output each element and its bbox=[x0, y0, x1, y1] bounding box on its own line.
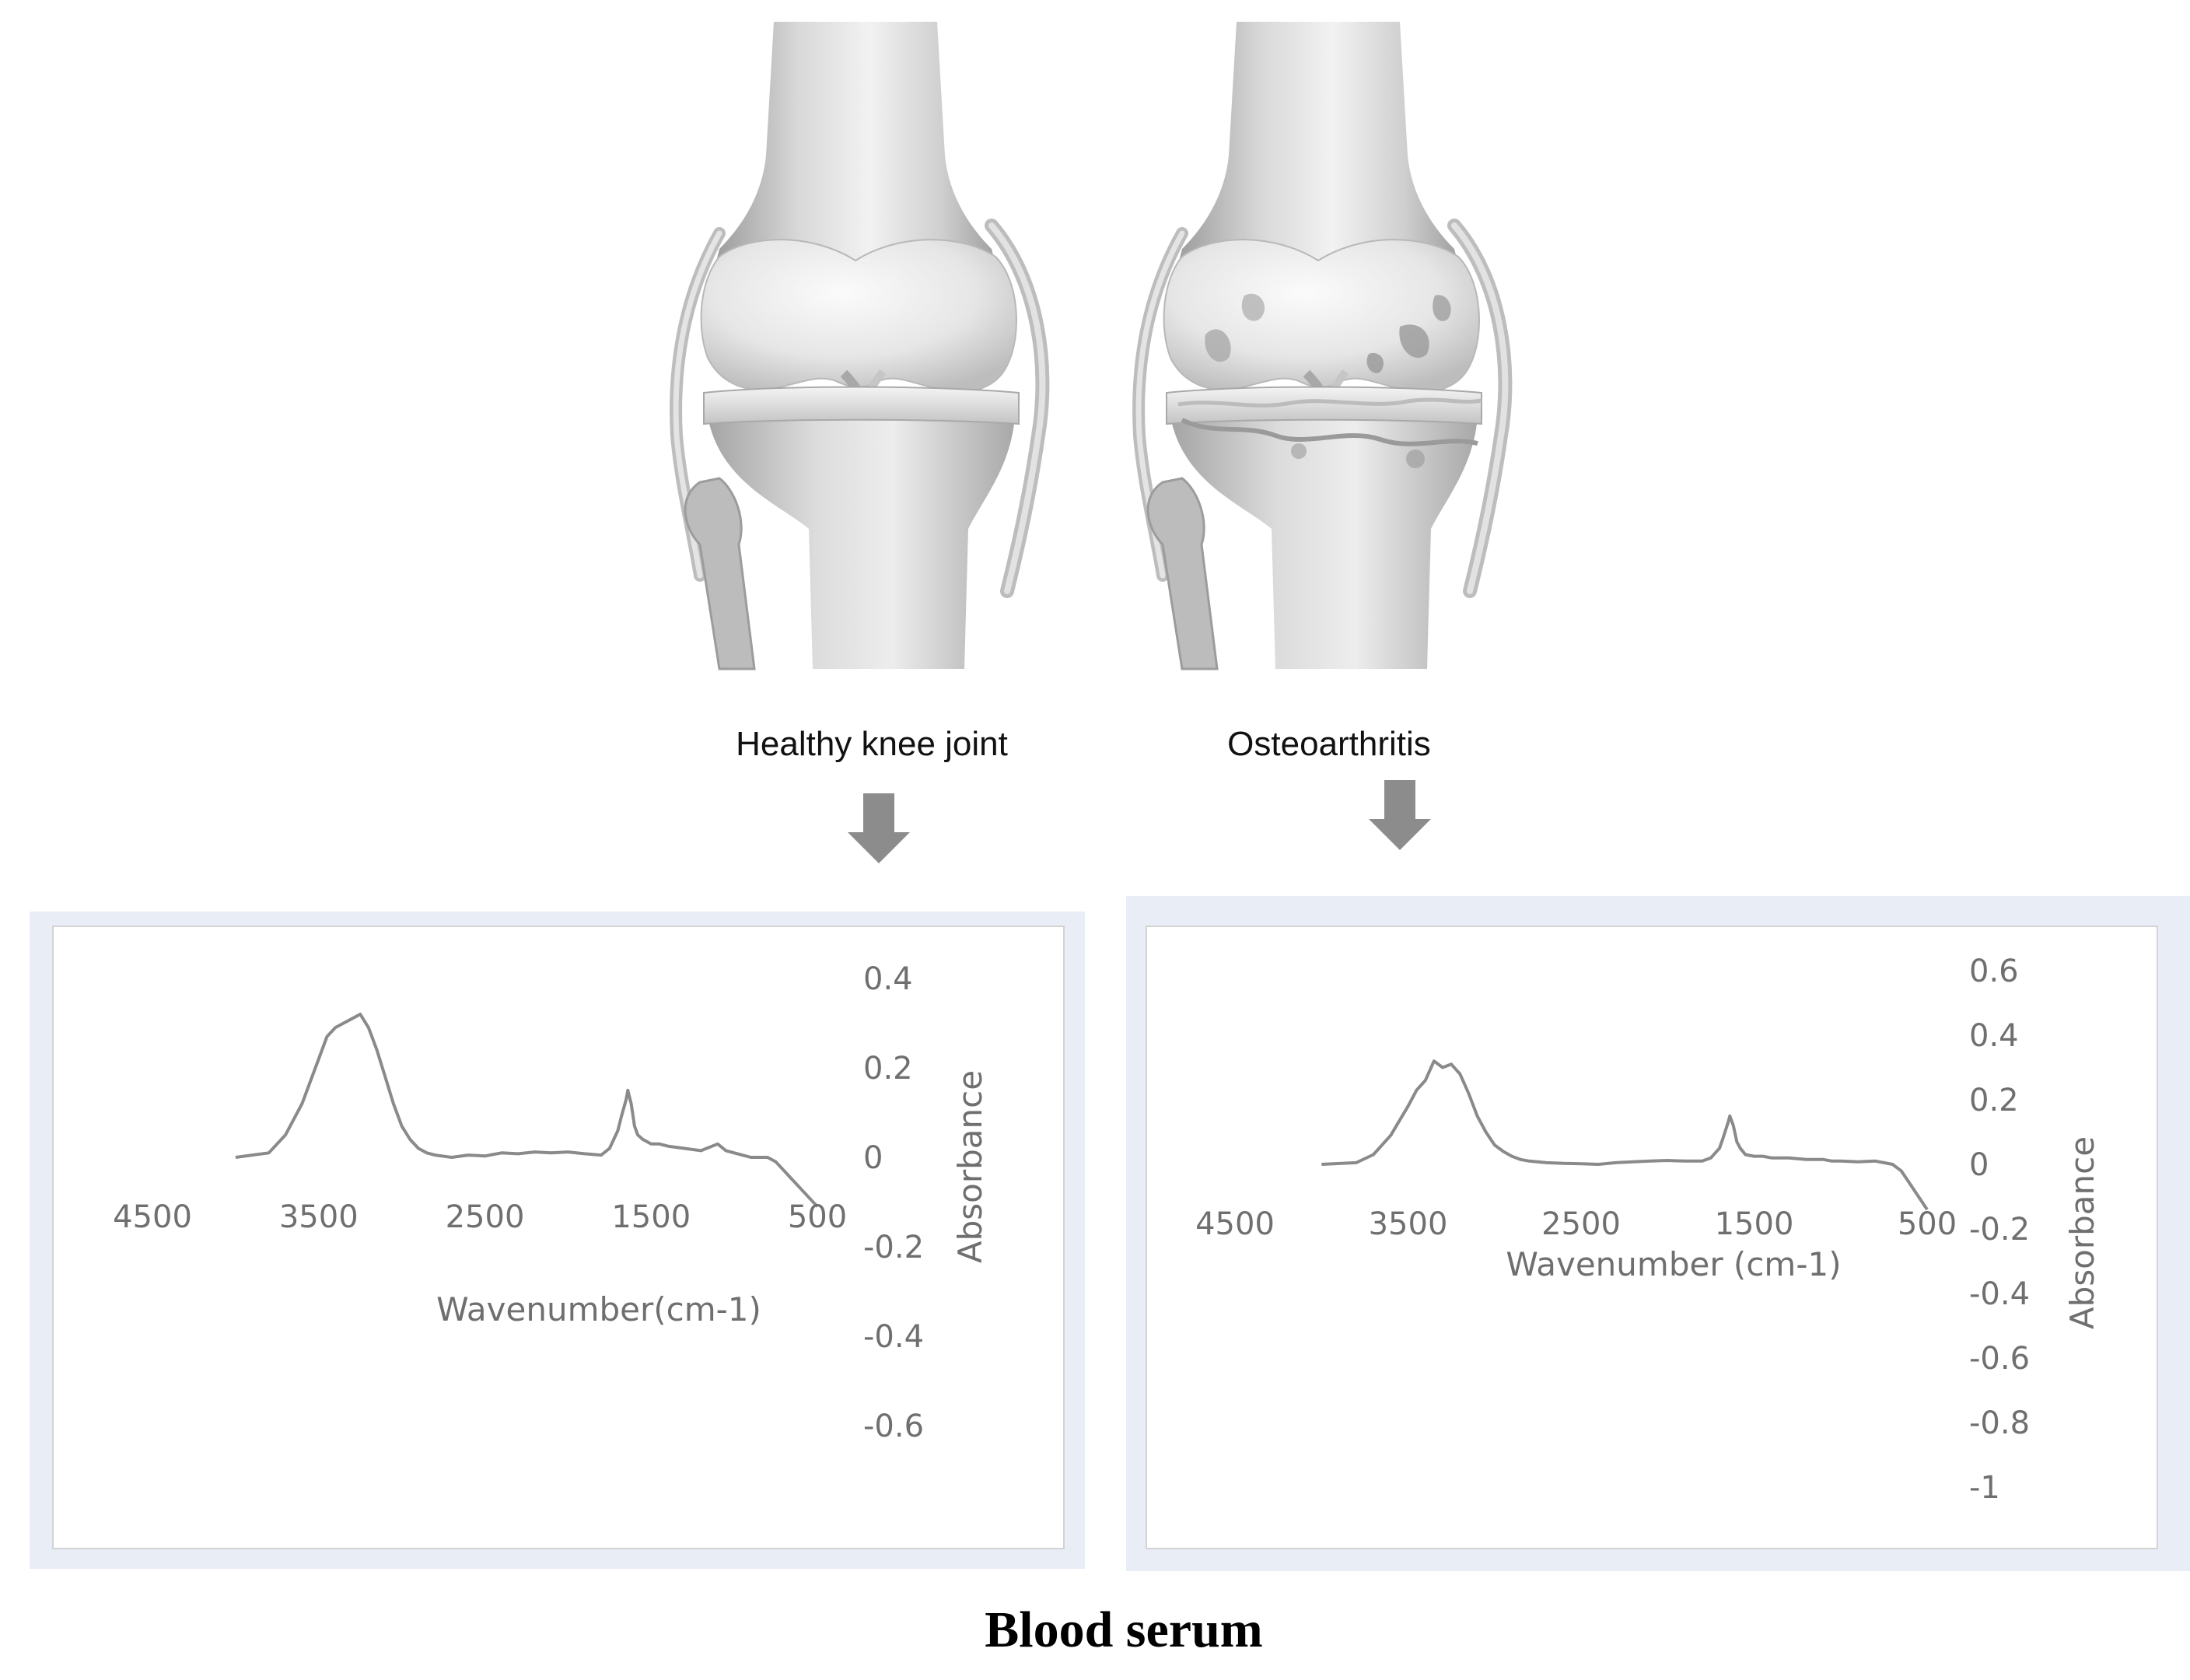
y-tick-label: 0.4 bbox=[863, 961, 913, 997]
healthy-knee-illustration bbox=[676, 22, 1042, 669]
x-tick-label: 4500 bbox=[113, 1199, 192, 1235]
y-axis-title: Absorbance bbox=[2063, 1136, 2101, 1329]
x-tick-label: 500 bbox=[1898, 1206, 1957, 1242]
osteoarthritis-chart-panel bbox=[1126, 896, 2190, 1571]
x-tick-label: 500 bbox=[788, 1199, 847, 1235]
figure-caption: Blood serum bbox=[985, 1601, 1263, 1658]
healthy-knee-label: Healthy knee joint bbox=[736, 725, 1008, 763]
x-tick-label: 4500 bbox=[1195, 1206, 1275, 1242]
y-tick-label: -0.4 bbox=[1969, 1276, 2030, 1312]
spectrum-line bbox=[1321, 1059, 1929, 1211]
x-axis-title: Wavenumber(cm-1) bbox=[436, 1290, 761, 1328]
y-tick-label: 0.2 bbox=[1969, 1083, 2019, 1118]
x-tick-label: 2500 bbox=[1541, 1206, 1621, 1242]
y-tick-label: -0.6 bbox=[1969, 1341, 2030, 1377]
y-tick-label: 0.2 bbox=[863, 1051, 913, 1087]
y-tick-label: -0.4 bbox=[863, 1319, 924, 1355]
y-tick-label: -0.2 bbox=[863, 1230, 924, 1265]
osteoarthritis-spectrum-chart: 4500 3500 2500 1500 500 0.6 0.4 0.2 0 -0.2 -0.4 -0.… bbox=[1195, 954, 2101, 1506]
x-tick-label: 1500 bbox=[611, 1199, 691, 1235]
x-axis-title: Wavenumber (cm-1) bbox=[1506, 1245, 1841, 1283]
healthy-chart-panel bbox=[30, 912, 1085, 1569]
x-tick-label: 1500 bbox=[1715, 1206, 1794, 1242]
y-tick-label: -0.6 bbox=[863, 1409, 924, 1444]
x-tick-label: 3500 bbox=[279, 1199, 359, 1235]
y-tick-label: -0.8 bbox=[1969, 1405, 2030, 1441]
x-tick-label: 3500 bbox=[1369, 1206, 1448, 1242]
y-axis-title: Absorbance bbox=[951, 1070, 989, 1263]
y-tick-label: 0 bbox=[863, 1140, 883, 1176]
spectrum-line bbox=[235, 1013, 819, 1208]
y-tick-label: 0 bbox=[1969, 1147, 1989, 1183]
y-tick-label: -1 bbox=[1969, 1470, 2000, 1506]
down-arrow-icon bbox=[1369, 780, 1431, 850]
down-arrow-icon bbox=[848, 793, 910, 863]
y-tick-label: 0.6 bbox=[1969, 954, 2019, 989]
x-tick-label: 2500 bbox=[446, 1199, 525, 1235]
osteoarthritis-knee-illustration bbox=[1139, 22, 1505, 669]
y-tick-label: -0.2 bbox=[1969, 1212, 2030, 1248]
healthy-spectrum-chart: 4500 3500 2500 1500 500 0.4 0.2 0 -0.2 -0.4 -0.6 Wa… bbox=[113, 961, 989, 1444]
osteoarthritis-label: Osteoarthritis bbox=[1227, 725, 1431, 763]
y-tick-label: 0.4 bbox=[1969, 1018, 2019, 1054]
